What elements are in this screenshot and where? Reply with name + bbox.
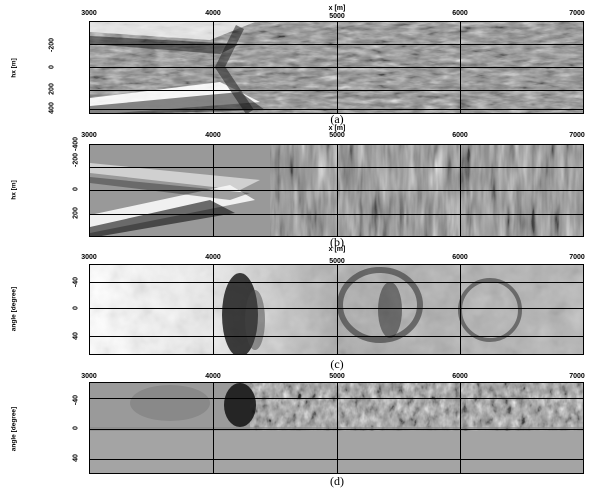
grid-line xyxy=(460,265,461,354)
y-tick: -400 xyxy=(72,136,80,152)
grid-line xyxy=(460,383,461,473)
x-tick: 6000 xyxy=(452,10,468,17)
x-tick: 7000 xyxy=(569,373,585,380)
x-tick: 3000 xyxy=(81,373,97,380)
y-tick: 0 xyxy=(72,426,80,430)
panel-caption: (d) xyxy=(330,474,344,488)
x-tick: 3000 xyxy=(81,10,97,17)
grid-line xyxy=(337,265,338,354)
x-tick: 5000 xyxy=(329,258,345,265)
grid-line xyxy=(90,190,583,191)
y-tick: 0 xyxy=(48,65,56,69)
seismic-image xyxy=(89,144,584,237)
y-tick: -200 xyxy=(48,37,56,53)
grid-line xyxy=(90,67,583,68)
x-tick: 7000 xyxy=(569,254,585,261)
y-tick: 400 xyxy=(48,102,56,114)
seismic-image xyxy=(89,21,584,114)
grid-line xyxy=(90,90,583,91)
y-axis-label: hx [m] xyxy=(10,180,18,200)
x-tick: 5000 xyxy=(329,132,345,139)
panel-b: 3000 4000 5000 6000 7000 x [m] hx [m] -4… xyxy=(0,122,591,249)
y-tick: 0 xyxy=(72,306,80,310)
grid-line xyxy=(90,429,583,430)
x-axis-label: x [m] xyxy=(328,246,346,253)
y-tick: 0 xyxy=(72,187,80,191)
grid-line xyxy=(213,265,214,354)
grid-line xyxy=(90,336,583,337)
grid-line xyxy=(213,145,214,236)
x-tick: 6000 xyxy=(452,373,468,380)
grid-line xyxy=(337,22,338,113)
seismic-image xyxy=(89,264,584,355)
grid-line xyxy=(90,109,583,110)
panel-caption: (c) xyxy=(330,357,344,371)
y-axis-label: hx [m] xyxy=(10,58,18,78)
grid-line xyxy=(90,308,583,309)
y-tick: 200 xyxy=(48,83,56,95)
x-tick: 3000 xyxy=(81,254,97,261)
panel-d: 3000 4000 5000 6000 7000 angle [degree] … xyxy=(0,368,591,491)
grid-line xyxy=(90,282,583,283)
grid-line xyxy=(213,22,214,113)
y-tick: -40 xyxy=(72,394,80,406)
grid-line xyxy=(90,398,583,399)
grid-line xyxy=(460,22,461,113)
grid-line xyxy=(90,214,583,215)
panel-a: 3000 4000 5000 6000 7000 x [m] hx [m] -2… xyxy=(0,0,591,126)
x-axis-label: x [m] xyxy=(328,5,346,12)
x-tick: 6000 xyxy=(452,132,468,139)
grid-line xyxy=(90,44,583,45)
x-tick: 4000 xyxy=(205,10,221,17)
panel-c: 3000 4000 5000 6000 7000 x [m] angle [de… xyxy=(0,245,591,371)
grid-line xyxy=(213,383,214,473)
y-tick: 40 xyxy=(72,454,80,462)
grid-line xyxy=(90,459,583,460)
x-tick: 4000 xyxy=(205,254,221,261)
y-tick: 40 xyxy=(72,332,80,340)
x-tick: 6000 xyxy=(452,254,468,261)
y-axis-label: angle [degree] xyxy=(10,406,18,452)
grid-line xyxy=(90,167,583,168)
x-tick: 4000 xyxy=(205,132,221,139)
y-tick: 200 xyxy=(72,207,80,219)
x-axis-label: x [m] xyxy=(328,125,346,132)
grid-line xyxy=(460,145,461,236)
y-tick: -200 xyxy=(72,152,80,168)
x-tick: 3000 xyxy=(81,132,97,139)
x-tick: 4000 xyxy=(205,373,221,380)
panel-caption: (b) xyxy=(330,235,344,249)
x-tick: 5000 xyxy=(329,373,345,380)
x-tick: 7000 xyxy=(569,132,585,139)
seismic-image xyxy=(89,382,584,474)
y-tick: -40 xyxy=(72,276,80,288)
x-tick: 7000 xyxy=(569,10,585,17)
x-tick: 5000 xyxy=(329,13,345,20)
grid-line xyxy=(337,383,338,473)
y-axis-label: angle [degree] xyxy=(10,286,18,332)
panel-caption: (a) xyxy=(330,112,344,126)
grid-line xyxy=(337,145,338,236)
